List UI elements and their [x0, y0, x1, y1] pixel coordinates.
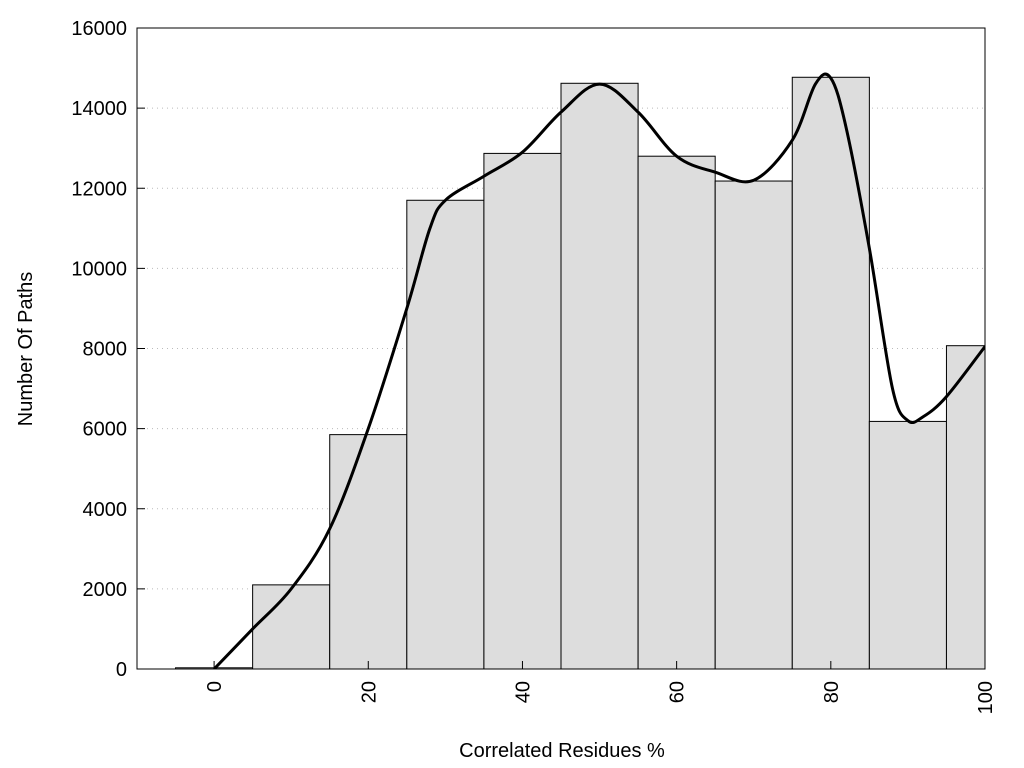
plot-area — [175, 72, 985, 669]
y-tick-label: 16000 — [71, 18, 127, 40]
bar — [406, 199, 485, 669]
plot-border — [136, 27, 986, 670]
bar — [714, 180, 793, 669]
y-tick-label: 8000 — [83, 339, 128, 361]
x-tick-label: 100 — [975, 681, 997, 714]
x-tick-label: 60 — [667, 681, 689, 703]
bar — [791, 76, 870, 669]
density-curve — [213, 72, 985, 669]
y-tick-label: 2000 — [83, 579, 128, 601]
y-tick-label: 14000 — [71, 98, 127, 120]
y-tick-label: 12000 — [71, 178, 127, 200]
bar — [483, 152, 562, 669]
bar — [868, 420, 947, 669]
y-tick-label: 10000 — [71, 258, 127, 280]
y-tick-label: 0 — [116, 659, 127, 681]
x-axis-label: Correlated Residues % — [459, 740, 665, 762]
y-tick-label: 4000 — [83, 499, 128, 521]
bar — [329, 434, 408, 669]
x-tick-label: 20 — [358, 681, 380, 703]
x-tick-label: 40 — [512, 681, 534, 703]
x-tick-label: 80 — [821, 681, 843, 703]
bar — [637, 155, 716, 669]
y-tick-label: 6000 — [83, 419, 128, 441]
bar — [560, 82, 639, 669]
bar — [252, 584, 331, 669]
y-axis-label: Number Of Paths — [15, 272, 37, 427]
x-tick-label: 0 — [204, 681, 226, 692]
